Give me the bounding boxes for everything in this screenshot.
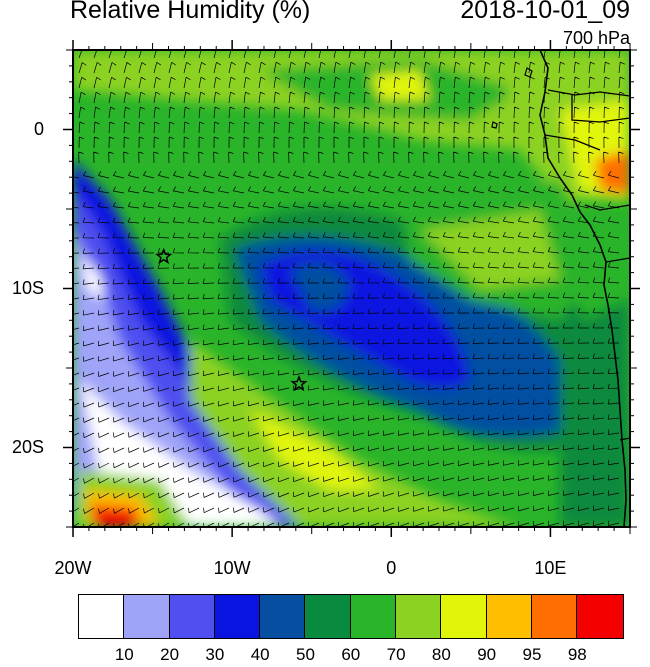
colorbar-segment <box>350 595 397 638</box>
coastline <box>539 50 627 527</box>
lon-tick-label: 10E <box>534 558 567 578</box>
colorbar-segment <box>486 595 532 638</box>
pressure-level-label: 700 hPa <box>562 28 630 48</box>
colorbar-label: 70 <box>386 645 406 664</box>
lat-tick-label: 10S <box>11 277 44 298</box>
star-marker <box>155 247 173 265</box>
colorbar-segment <box>260 595 306 638</box>
humidity-fill <box>73 50 630 527</box>
lat-tick-label: 20S <box>11 436 44 457</box>
axis-ticks <box>63 40 640 537</box>
humidity-map <box>63 40 640 537</box>
country-borders <box>544 89 630 441</box>
island-outline <box>491 67 533 129</box>
colorbar-segment <box>396 595 442 638</box>
colorbar <box>78 594 624 639</box>
colorbar-segment <box>441 595 487 638</box>
star-marker <box>290 374 308 392</box>
colorbar-label: 60 <box>341 645 361 664</box>
colorbar-segment <box>577 595 623 638</box>
colorbar-segment <box>214 595 261 638</box>
colorbar-segment <box>531 595 578 638</box>
map-title: Relative Humidity (%) <box>70 0 311 24</box>
lon-tick-label: 20W <box>54 558 92 578</box>
colorbar-label: 80 <box>431 645 451 664</box>
datetime-label: 2018-10-01_09 <box>460 0 630 24</box>
lon-tick-label: 10W <box>213 558 251 578</box>
colorbar-label: 30 <box>205 645 225 664</box>
lon-tick-label: 0 <box>386 558 397 578</box>
colorbar-label: 95 <box>522 645 542 664</box>
colorbar-label: 90 <box>477 645 497 664</box>
wind-barbs <box>73 50 625 527</box>
colorbar-label: 20 <box>160 645 180 664</box>
colorbar-label: 40 <box>250 645 270 664</box>
colorbar-label: 10 <box>114 645 134 664</box>
colorbar-label: 50 <box>296 645 315 664</box>
colorbar-segment <box>124 595 170 638</box>
colorbar-label: 98 <box>567 645 587 664</box>
lat-tick-label: 0 <box>33 118 44 139</box>
colorbar-segment <box>79 595 125 638</box>
colorbar-segment <box>305 595 351 638</box>
colorbar-segment <box>169 595 215 638</box>
